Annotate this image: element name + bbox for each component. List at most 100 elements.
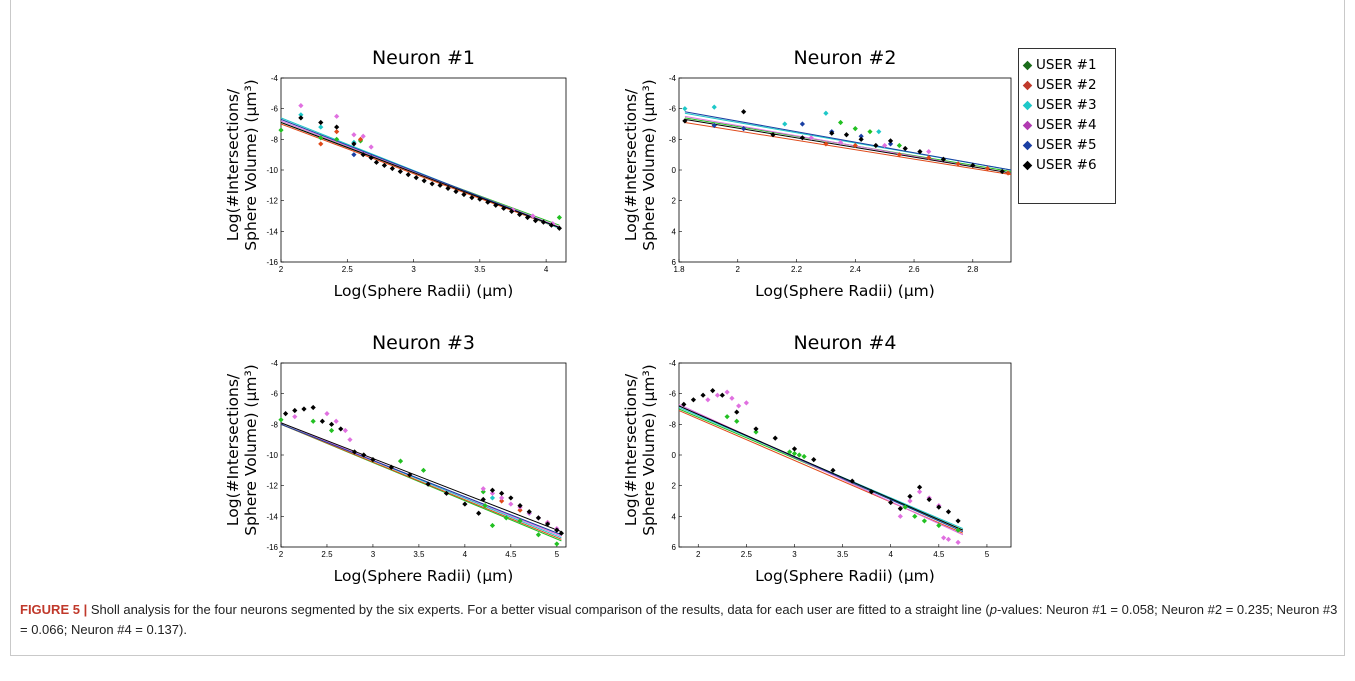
y-tick-label: 4 <box>672 512 677 521</box>
data-point <box>714 392 721 398</box>
data-point <box>319 418 325 424</box>
x-axis-label: Log(Sphere Radii) (μm) <box>755 282 935 300</box>
fit-line <box>280 423 562 540</box>
x-tick-label: 5 <box>985 550 990 559</box>
y-tick-label: -12 <box>266 482 278 491</box>
data-point <box>485 199 491 205</box>
data-point <box>554 541 560 547</box>
legend-item: USER #6 <box>1022 155 1115 175</box>
x-tick-label: 2.6 <box>908 265 920 274</box>
legend-item: USER #4 <box>1022 115 1115 135</box>
data-point <box>421 178 427 184</box>
data-point <box>318 119 324 126</box>
data-point <box>292 414 298 420</box>
y-axis-label: Log(#Intersections/Sphere Volume) (μm³) <box>622 364 658 535</box>
data-point <box>858 133 864 139</box>
data-point <box>532 218 539 224</box>
y-tick-label: -4 <box>669 359 677 368</box>
data-point <box>530 213 536 219</box>
legend-diamond-icon <box>1022 160 1033 170</box>
data-point <box>736 403 742 409</box>
data-point <box>823 110 829 116</box>
y-axis-label: Log(#Intersections/Sphere Volume) (μm³) <box>622 79 658 250</box>
data-point <box>710 388 716 394</box>
y-tick-label: 2 <box>672 197 677 206</box>
data-point <box>999 168 1005 175</box>
y-tick-label: -16 <box>266 258 278 267</box>
x-tick-label: 3 <box>411 265 416 274</box>
data-point <box>477 196 483 202</box>
data-point <box>936 504 942 510</box>
data-point <box>711 104 717 110</box>
plot-area-frame <box>280 77 567 263</box>
data-point <box>796 452 802 458</box>
data-point <box>829 130 835 136</box>
data-point <box>897 506 903 512</box>
data-point <box>772 435 778 441</box>
data-point <box>318 124 324 130</box>
chart-neuron-3: Neuron #3 Log(#Intersections/Sphere Volum… <box>224 325 576 600</box>
data-point <box>867 129 873 135</box>
data-point <box>700 392 706 398</box>
chart-svg-neuron-3: Neuron #3 Log(#Intersections/Sphere Volum… <box>224 332 567 585</box>
data-point <box>917 149 923 155</box>
data-point <box>493 202 499 208</box>
data-point <box>499 490 505 496</box>
data-point <box>741 109 747 115</box>
x-tick-label: 4 <box>463 550 468 559</box>
data-point <box>912 513 918 519</box>
data-point <box>690 397 697 403</box>
chart-title: Neuron #1 <box>372 47 475 69</box>
data-point <box>852 126 858 132</box>
data-point <box>298 115 304 121</box>
y-tick-label: -6 <box>271 390 279 399</box>
x-tick-label: 2 <box>736 265 741 274</box>
data-point <box>955 518 961 524</box>
data-point <box>517 211 523 218</box>
y-axis-label-line1: Log(#Intersections/ <box>224 88 242 241</box>
data-point <box>729 395 735 401</box>
data-point <box>334 113 340 119</box>
y-tick-label: 0 <box>672 451 677 460</box>
data-point <box>324 411 330 417</box>
y-tick-label: -6 <box>271 105 279 114</box>
x-tick-label: 2 <box>696 550 701 559</box>
data-point <box>782 121 788 127</box>
data-point <box>413 175 419 181</box>
legend-label: USER #5 <box>1036 137 1097 153</box>
data-point <box>535 532 542 538</box>
y-tick-label: -10 <box>266 451 278 460</box>
data-point <box>548 222 555 228</box>
data-point <box>328 427 335 434</box>
data-point <box>791 446 798 452</box>
data-point <box>907 498 913 504</box>
y-tick-label: -8 <box>271 135 279 144</box>
plot-area-frame <box>678 77 1012 263</box>
data-point <box>342 427 348 434</box>
y-axis-label: Log(#Intersections/Sphere Volume) (μm³) <box>224 364 260 535</box>
data-point <box>888 499 894 506</box>
y-axis-label-line1: Log(#Intersections/ <box>622 373 640 526</box>
legend-item: USER #2 <box>1022 75 1115 95</box>
x-tick-label: 2.4 <box>850 265 862 274</box>
data-point <box>926 155 932 161</box>
data-point <box>858 136 864 142</box>
data-point <box>499 498 505 504</box>
legend-diamond-icon <box>1022 80 1033 90</box>
y-tick-label: 6 <box>672 258 677 267</box>
legend-label: USER #4 <box>1036 117 1097 133</box>
x-axis-label: Log(Sphere Radii) (μm) <box>334 282 514 300</box>
x-tick-label: 4.5 <box>505 550 517 559</box>
x-tick-label: 2 <box>279 550 284 559</box>
data-point <box>397 458 404 464</box>
data-point <box>328 421 335 427</box>
data-point <box>333 418 339 424</box>
legend-diamond-icon <box>1022 100 1033 110</box>
data-point <box>724 414 730 420</box>
caption-label: FIGURE 5 | <box>20 602 88 617</box>
y-tick-label: -6 <box>669 105 677 114</box>
figure-frame <box>10 0 1345 656</box>
data-point <box>808 135 814 141</box>
data-point <box>301 406 307 412</box>
y-axis-label-line2: Sphere Volume) (μm³) <box>242 79 260 250</box>
